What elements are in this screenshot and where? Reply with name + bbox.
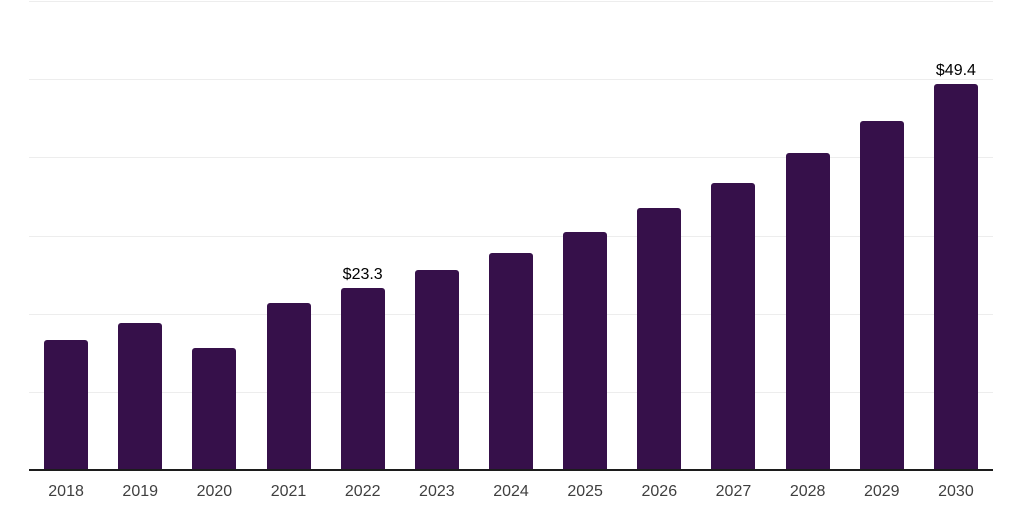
x-tick-label-2027: 2027	[715, 483, 752, 500]
x-tick-label-2025: 2025	[567, 483, 603, 500]
x-tick-label-2018: 2018	[48, 483, 84, 500]
bar-2025	[563, 232, 608, 470]
x-tick-label-2019: 2019	[122, 483, 159, 500]
data-label-2022: $23.3	[342, 265, 383, 283]
gridline-y60	[29, 1, 993, 2]
x-tick-label-2020: 2020	[196, 483, 233, 500]
x-tick-label-2024: 2024	[493, 483, 529, 500]
bar-2029	[859, 120, 904, 470]
x-tick-label-2021: 2021	[270, 483, 307, 500]
x-tick-label-2023: 2023	[419, 483, 455, 500]
gridline-y50	[29, 79, 993, 81]
bar-2028	[785, 152, 830, 470]
x-tick-label-2030: 2030	[938, 483, 974, 500]
x-tick-label-2029: 2029	[863, 483, 900, 500]
bar-2022	[340, 287, 385, 470]
bar-2027	[711, 183, 756, 470]
bar-2023	[414, 269, 459, 470]
bar-2020	[192, 348, 237, 470]
bar-2024	[489, 253, 533, 470]
data-label-2030: $49.4	[935, 61, 976, 79]
gridline-y40	[29, 157, 993, 159]
x-tick-label-2028: 2028	[789, 483, 826, 500]
gridline-y30	[29, 235, 993, 237]
bar-2021	[266, 302, 311, 470]
x-tick-label-2026: 2026	[641, 483, 678, 500]
x-tick-label-2022: 2022	[344, 483, 381, 500]
plot-area: $23.3 $49.4	[29, 1, 993, 471]
x-axis-line	[29, 469, 993, 471]
bar-2018	[44, 340, 89, 470]
bar-2030	[933, 83, 978, 470]
bar-2019	[118, 323, 163, 470]
bar-2026	[637, 208, 682, 470]
